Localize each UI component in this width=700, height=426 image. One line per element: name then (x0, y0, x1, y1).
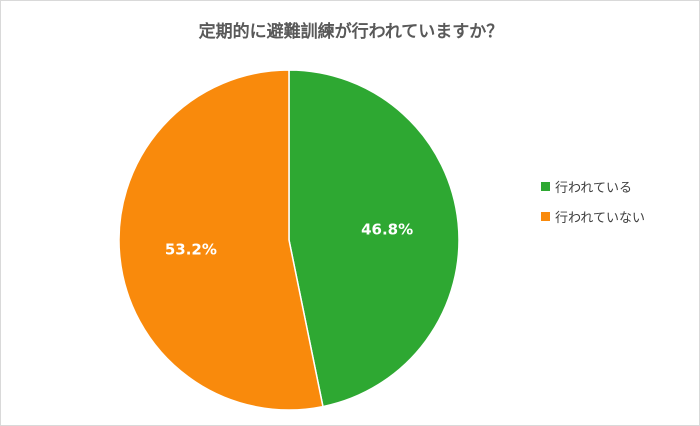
legend: 行われている 行われていない (541, 171, 645, 231)
pie-slice-0 (288, 69, 460, 408)
chart-title: 定期的に避難訓練が行われていますか？ (198, 22, 504, 42)
pie-slice-1 (118, 69, 324, 411)
legend-swatch-1 (541, 211, 550, 221)
legend-swatch-0 (541, 181, 550, 191)
legend-label-1: 行われていない (555, 210, 645, 226)
data-label-0: 46.8% (361, 221, 413, 239)
legend-item-1: 行われていない (541, 201, 645, 231)
legend-item-0: 行われている (541, 171, 645, 201)
legend-label-0: 行われている (555, 180, 632, 196)
data-label-1: 53.2% (165, 240, 217, 258)
